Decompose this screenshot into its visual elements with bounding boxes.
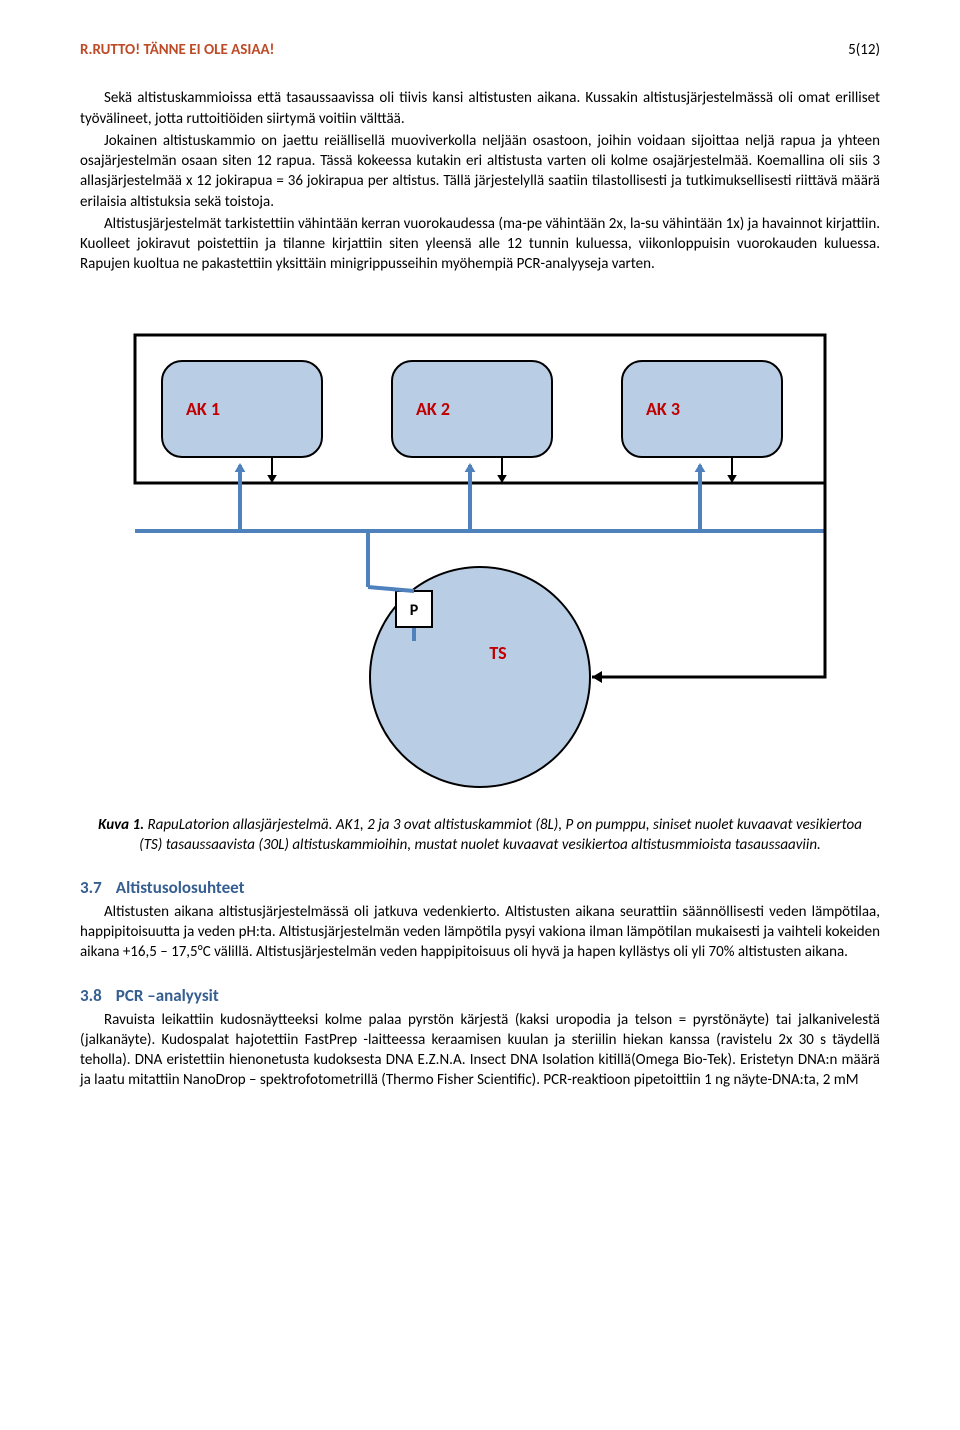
section-number: 3.8: [80, 985, 102, 1008]
page-header: R.RUTTO! TÄNNE EI OLE ASIAA! 5(12): [80, 40, 880, 60]
section-body: Altistusten aikana altistusjärjestelmäss…: [80, 902, 880, 963]
header-page: 5(12): [848, 40, 880, 60]
svg-text:AK 1: AK 1: [186, 398, 220, 420]
section-title: Altistusolosuhteet: [116, 877, 245, 900]
section-body: Ravuista leikattiin kudosnäytteeksi kolm…: [80, 1010, 880, 1091]
section-heading: 3.7 Altistusolosuhteet: [80, 877, 880, 900]
header-title: R.RUTTO! TÄNNE EI OLE ASIAA!: [80, 40, 274, 60]
section-title: PCR –analyysit: [116, 985, 219, 1008]
section-number: 3.7: [80, 877, 102, 900]
paragraph-2: Jokainen altistuskammio on jaettu reiäll…: [80, 131, 880, 212]
svg-text:TS: TS: [489, 642, 506, 664]
caption-label: Kuva 1.: [98, 816, 144, 834]
caption-text: RapuLatorion allasjärjestelmä. AK1, 2 ja…: [139, 816, 862, 854]
svg-text:AK 3: AK 3: [646, 398, 680, 420]
diagram-svg: TS AK 1 AK 2 AK 3 P: [80, 315, 840, 805]
paragraph-1: Sekä altistuskammioissa että tasaussaavi…: [80, 88, 880, 129]
figure-caption: Kuva 1. RapuLatorion allasjärjestelmä. A…: [80, 815, 880, 856]
paragraph-3: Altistusjärjestelmät tarkistettiin vähin…: [80, 214, 880, 275]
svg-text:AK 2: AK 2: [416, 398, 450, 420]
svg-text:P: P: [410, 601, 419, 620]
diagram-figure: TS AK 1 AK 2 AK 3 P: [80, 315, 880, 805]
section-heading: 3.8 PCR –analyysit: [80, 985, 880, 1008]
